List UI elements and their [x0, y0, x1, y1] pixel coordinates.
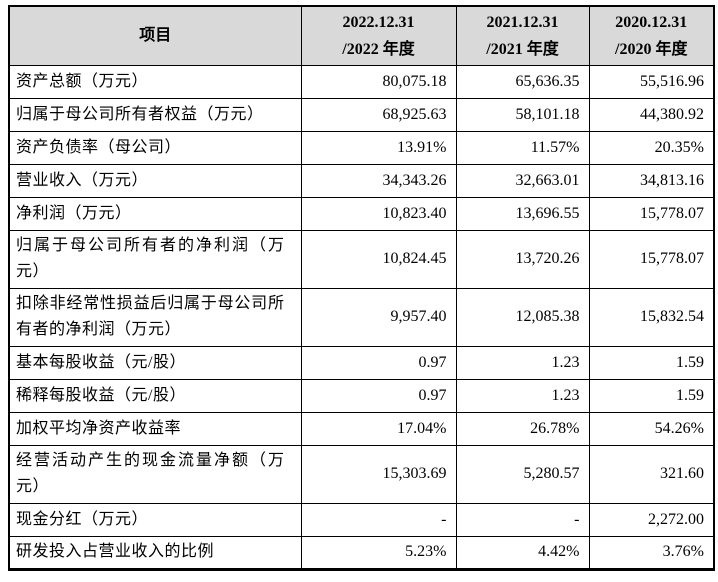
cell-value: 80,075.18 [300, 64, 457, 99]
table-row: 现金分红（万元） - - 2,272.00 [8, 502, 715, 537]
row-label: 研发投入占营业收入的比例 [8, 535, 302, 570]
row-label: 现金分红（万元） [8, 502, 302, 537]
cell-value: - [455, 502, 590, 537]
cell-value: - [300, 502, 457, 537]
cell-value: 68,925.63 [300, 97, 457, 132]
cell-value: 13,696.55 [455, 196, 590, 231]
cell-value: 0.97 [300, 345, 457, 380]
header-item-label: 项目 [139, 27, 172, 45]
row-label: 基本每股收益（元/股） [8, 345, 302, 380]
table-row: 经营活动产生的现金流量净额（万元） 15,303.69 5,280.57 321… [8, 444, 715, 504]
cell-value: 5,280.57 [455, 444, 590, 504]
cell-value: 321.60 [588, 444, 715, 504]
cell-value: 54.26% [588, 411, 715, 446]
cell-value: 2,272.00 [588, 502, 715, 537]
cell-value: 65,636.35 [455, 64, 590, 99]
cell-value: 15,778.07 [588, 229, 715, 289]
cell-value: 13.91% [300, 130, 457, 165]
row-label: 稀释每股收益（元/股） [8, 378, 302, 413]
row-label: 资产负债率（母公司） [8, 130, 302, 165]
header-2022-year: /2022 年度 [342, 40, 415, 58]
table-row: 资产负债率（母公司） 13.91% 11.57% 20.35% [8, 130, 715, 165]
cell-value: 26.78% [455, 411, 590, 446]
cell-value: 11.57% [455, 130, 590, 165]
table-row: 加权平均净资产收益率 17.04% 26.78% 54.26% [8, 411, 715, 446]
table-row: 净利润（万元） 10,823.40 13,696.55 15,778.07 [8, 196, 715, 231]
row-label: 扣除非经常性损益后归属于母公司所有者的净利润（万元） [8, 287, 302, 347]
row-label: 归属于母公司所有者权益（万元） [8, 97, 302, 132]
cell-value: 15,303.69 [300, 444, 457, 504]
row-label: 营业收入（万元） [8, 163, 302, 198]
cell-value: 34,343.26 [300, 163, 457, 198]
row-label: 经营活动产生的现金流量净额（万元） [8, 444, 302, 504]
header-cell-2020: 2020.12.31 /2020 年度 [588, 5, 715, 66]
table-row: 营业收入（万元） 34,343.26 32,663.01 34,813.16 [8, 163, 715, 198]
table-row: 基本每股收益（元/股） 0.97 1.23 1.59 [8, 345, 715, 380]
table-row: 扣除非经常性损益后归属于母公司所有者的净利润（万元） 9,957.40 12,0… [8, 287, 715, 347]
header-cell-item: 项目 [8, 5, 302, 66]
header-2020-year: /2020 年度 [615, 40, 688, 58]
table-header-row: 项目 2022.12.31 /2022 年度 2021.12.31 /2021 … [8, 5, 715, 66]
cell-value: 1.23 [455, 378, 590, 413]
cell-value: 1.23 [455, 345, 590, 380]
header-2021-year: /2021 年度 [486, 40, 559, 58]
cell-value: 58,101.18 [455, 97, 590, 132]
cell-value: 1.59 [588, 345, 715, 380]
row-label: 归属于母公司所有者的净利润（万元） [8, 229, 302, 289]
cell-value: 44,380.92 [588, 97, 715, 132]
cell-value: 4.42% [455, 535, 590, 570]
cell-value: 10,824.45 [300, 229, 457, 289]
cell-value: 15,778.07 [588, 196, 715, 231]
cell-value: 13,720.26 [455, 229, 590, 289]
cell-value: 1.59 [588, 378, 715, 413]
table-row: 归属于母公司所有者权益（万元） 68,925.63 58,101.18 44,3… [8, 97, 715, 132]
cell-value: 0.97 [300, 378, 457, 413]
cell-value: 5.23% [300, 535, 457, 570]
cell-value: 17.04% [300, 411, 457, 446]
cell-value: 32,663.01 [455, 163, 590, 198]
header-2022-date: 2022.12.31 [342, 13, 415, 31]
cell-value: 3.76% [588, 535, 715, 570]
financial-summary-table: 项目 2022.12.31 /2022 年度 2021.12.31 /2021 … [8, 5, 715, 571]
header-cell-2022: 2022.12.31 /2022 年度 [300, 5, 457, 66]
row-label: 净利润（万元） [8, 196, 302, 231]
table-row: 资产总额（万元） 80,075.18 65,636.35 55,516.96 [8, 64, 715, 99]
cell-value: 15,832.54 [588, 287, 715, 347]
header-cell-2021: 2021.12.31 /2021 年度 [455, 5, 590, 66]
row-label: 资产总额（万元） [8, 64, 302, 99]
header-2020-date: 2020.12.31 [615, 13, 688, 31]
cell-value: 34,813.16 [588, 163, 715, 198]
cell-value: 10,823.40 [300, 196, 457, 231]
row-label: 加权平均净资产收益率 [8, 411, 302, 446]
table-row: 归属于母公司所有者的净利润（万元） 10,824.45 13,720.26 15… [8, 229, 715, 289]
cell-value: 12,085.38 [455, 287, 590, 347]
cell-value: 55,516.96 [588, 64, 715, 99]
table-row: 稀释每股收益（元/股） 0.97 1.23 1.59 [8, 378, 715, 413]
cell-value: 9,957.40 [300, 287, 457, 347]
table-row: 研发投入占营业收入的比例 5.23% 4.42% 3.76% [8, 535, 715, 570]
cell-value: 20.35% [588, 130, 715, 165]
header-2021-date: 2021.12.31 [486, 13, 559, 31]
